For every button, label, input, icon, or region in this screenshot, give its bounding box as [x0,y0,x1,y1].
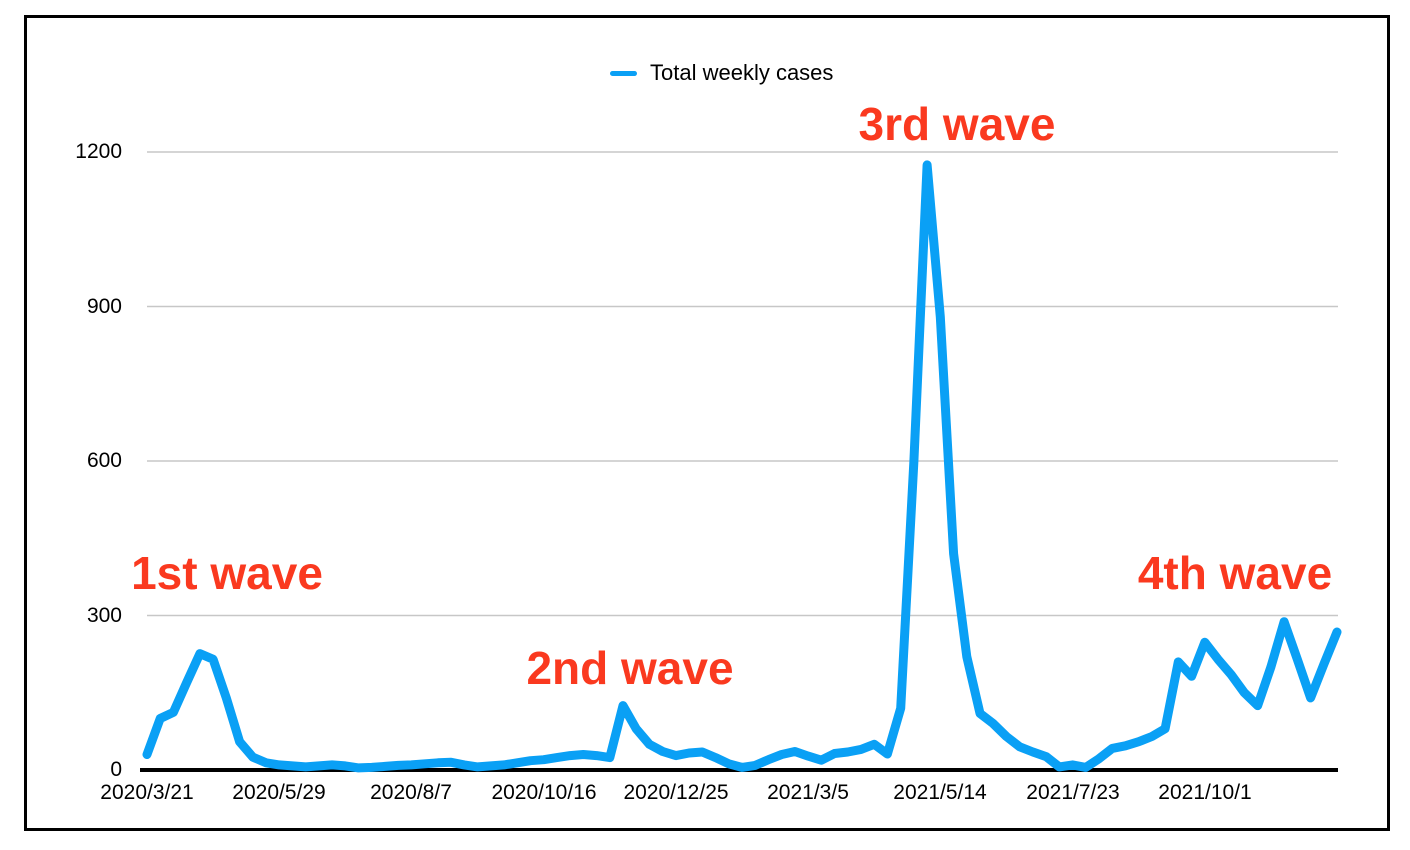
x-tick-label: 2020/3/21 [100,781,194,804]
x-tick-label: 2021/5/14 [893,781,987,804]
x-tick-label: 2020/5/29 [232,781,326,804]
x-tick-label: 2020/10/16 [491,781,597,804]
annotation-1st-wave: 1st wave [131,547,323,599]
series-line-total-weekly-cases [142,160,1342,773]
annotation-4th-wave: 4th wave [1137,547,1333,599]
y-tick-label: 0 [110,758,122,781]
chart-outer-border [24,15,1390,831]
x-tick-label: 2021/7/23 [1026,781,1120,804]
x-tick-label: 2020/12/25 [623,781,729,804]
legend: Total weekly cases [610,60,833,86]
legend-label: Total weekly cases [650,60,834,85]
annotation-3rd-wave: 3rd wave [858,98,1056,150]
x-tick-label: 2021/10/1 [1158,781,1252,804]
y-tick-label: 900 [86,294,122,318]
y-tick-label: 300 [86,603,122,627]
x-tick-label: 2021/3/5 [767,781,849,804]
legend-line-swatch [610,70,637,76]
x-tick-label: 2020/8/7 [370,781,452,804]
annotation-2nd-wave: 2nd wave [526,642,734,694]
y-tick-label: 600 [86,449,122,472]
y-tick-label: 1200 [75,140,122,163]
